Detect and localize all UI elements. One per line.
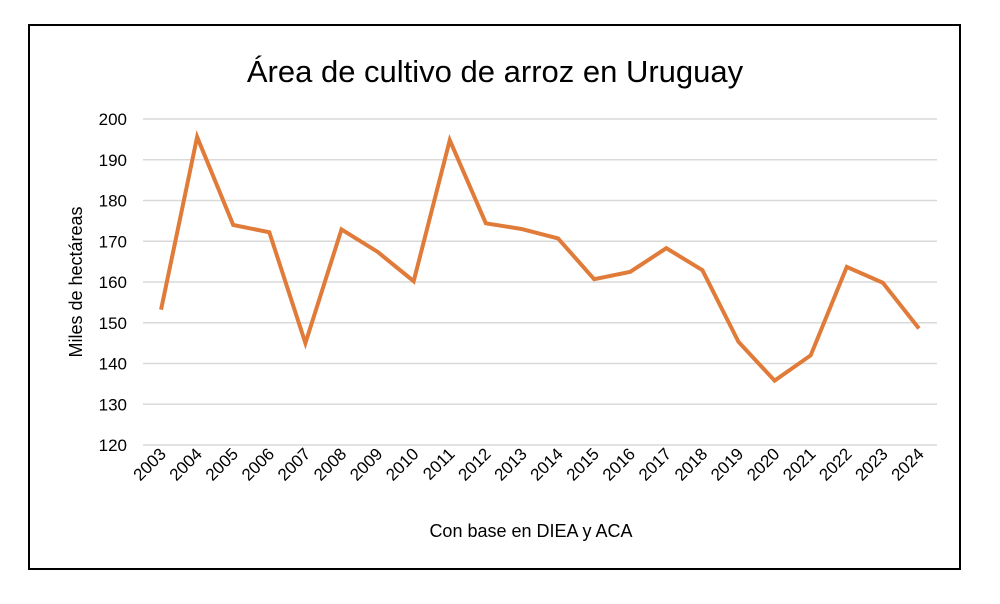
x-tick-label: 2022 xyxy=(815,444,855,484)
y-axis-label: Miles de hectáreas xyxy=(66,206,86,357)
x-tick-label: 2014 xyxy=(527,444,567,484)
x-tick-label: 2019 xyxy=(707,444,747,484)
x-tick-label: 2004 xyxy=(166,444,206,484)
data-line xyxy=(159,130,921,384)
x-axis-label: Con base en DIEA y ACA xyxy=(429,521,632,541)
x-tick-label: 2011 xyxy=(419,444,458,483)
x-tick-label: 2009 xyxy=(346,444,386,484)
x-tick-label: 2021 xyxy=(779,444,819,484)
x-tick-label: 2003 xyxy=(130,444,170,484)
x-tick-label: 2018 xyxy=(671,444,711,484)
chart-title: Área de cultivo de arroz en Uruguay xyxy=(247,54,744,89)
y-tick-label: 180 xyxy=(99,192,127,211)
y-tick-label: 130 xyxy=(99,395,127,414)
x-tick-label: 2020 xyxy=(743,444,783,484)
y-tick-label: 200 xyxy=(99,110,127,129)
x-tick-label: 2017 xyxy=(635,444,675,484)
y-tick-label: 190 xyxy=(99,151,127,170)
x-tick-label: 2023 xyxy=(852,444,892,484)
chart-frame xyxy=(28,24,961,570)
y-tick-label: 170 xyxy=(99,232,127,251)
x-tick-label: 2016 xyxy=(599,444,639,484)
y-tick-label: 120 xyxy=(99,436,127,455)
x-tick-label: 2015 xyxy=(563,444,603,484)
x-tick-label: 2010 xyxy=(382,444,422,484)
x-tick-label: 2005 xyxy=(202,444,242,484)
y-tick-label: 140 xyxy=(99,355,127,374)
x-tick-label: 2012 xyxy=(455,444,495,484)
x-tick-label: 2008 xyxy=(310,444,350,484)
x-tick-label: 2006 xyxy=(238,444,278,484)
y-tick-label: 160 xyxy=(99,273,127,292)
x-tick-label: 2024 xyxy=(888,444,928,484)
x-tick-label: 2007 xyxy=(274,444,314,484)
x-tick-label: 2013 xyxy=(491,444,531,484)
y-tick-label: 150 xyxy=(99,314,127,333)
